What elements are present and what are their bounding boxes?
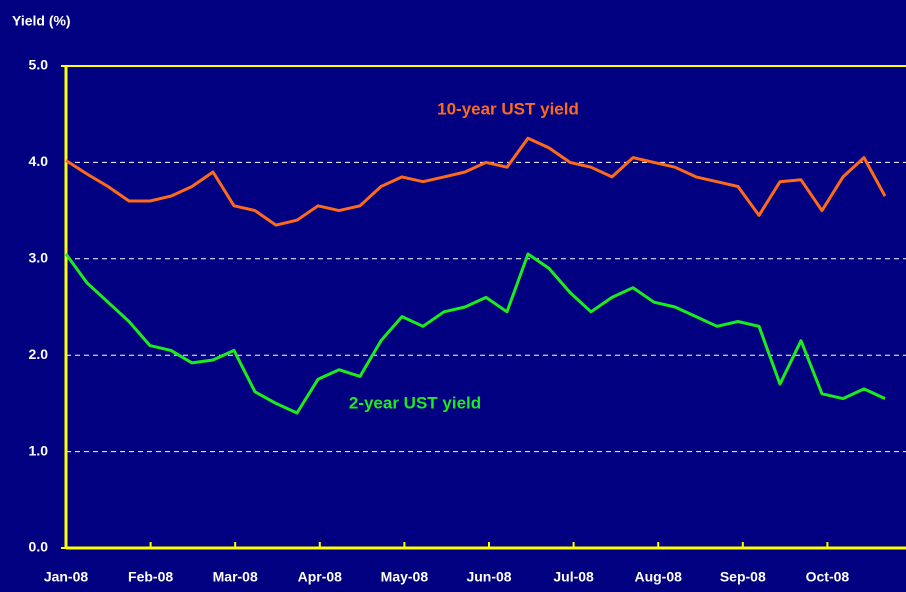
- y-axis-label: Yield (%): [12, 13, 71, 29]
- x-tick-label: Jan-08: [44, 569, 89, 585]
- x-tick-label: Oct-08: [806, 569, 850, 585]
- y-tick-label: 2.0: [29, 346, 49, 362]
- y-tick-label: 4.0: [29, 153, 49, 169]
- series-label: 2-year UST yield: [349, 393, 481, 412]
- y-tick-label: 3.0: [29, 250, 49, 266]
- x-tick-label: Mar-08: [213, 569, 258, 585]
- x-tick-label: Feb-08: [128, 569, 173, 585]
- x-tick-label: Jul-08: [553, 569, 594, 585]
- x-tick-label: Jun-08: [466, 569, 511, 585]
- x-tick-label: Apr-08: [298, 569, 343, 585]
- y-tick-label: 5.0: [29, 57, 49, 73]
- y-tick-label: 1.0: [29, 442, 49, 458]
- series-line: [64, 252, 886, 415]
- series-line: [65, 136, 887, 227]
- x-tick-label: Sep-08: [720, 569, 766, 585]
- x-tick-label: Aug-08: [634, 569, 682, 585]
- x-tick-label: May-08: [381, 569, 429, 585]
- series-label: 10-year UST yield: [437, 99, 579, 118]
- y-tick-label: 0.0: [29, 539, 49, 555]
